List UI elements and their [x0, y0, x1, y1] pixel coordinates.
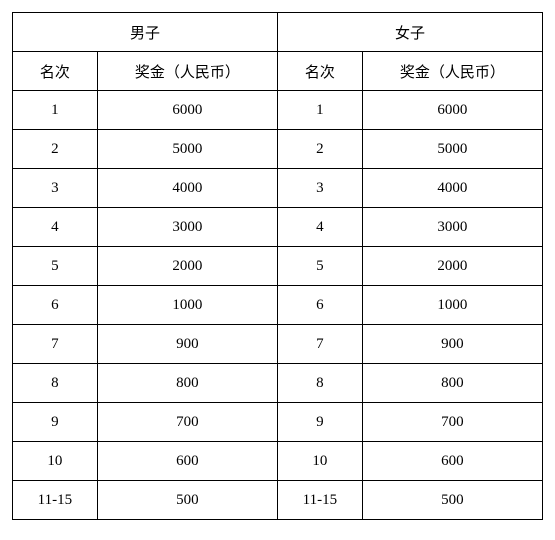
- men-rank-cell: 4: [13, 208, 98, 247]
- women-prize-cell: 600: [362, 442, 542, 481]
- women-rank-cell: 8: [277, 364, 362, 403]
- table-row: 2500025000: [13, 130, 543, 169]
- table-row: 4300043000: [13, 208, 543, 247]
- women-rank-cell: 10: [277, 442, 362, 481]
- women-prize-cell: 1000: [362, 286, 542, 325]
- table-body: 1600016000250002500034000340004300043000…: [13, 91, 543, 520]
- column-header-row: 名次 奖金（人民币） 名次 奖金（人民币）: [13, 52, 543, 91]
- men-rank-cell: 8: [13, 364, 98, 403]
- men-prize-cell: 2000: [97, 247, 277, 286]
- men-rank-cell: 7: [13, 325, 98, 364]
- men-group-header: 男子: [13, 13, 278, 52]
- women-rank-cell: 11-15: [277, 481, 362, 520]
- men-prize-cell: 600: [97, 442, 277, 481]
- men-prize-cell: 900: [97, 325, 277, 364]
- women-prize-cell: 800: [362, 364, 542, 403]
- table-row: 79007900: [13, 325, 543, 364]
- men-rank-cell: 6: [13, 286, 98, 325]
- women-rank-cell: 7: [277, 325, 362, 364]
- women-prize-cell: 500: [362, 481, 542, 520]
- men-rank-cell: 5: [13, 247, 98, 286]
- women-rank-cell: 3: [277, 169, 362, 208]
- men-prize-cell: 5000: [97, 130, 277, 169]
- women-rank-cell: 2: [277, 130, 362, 169]
- women-group-header: 女子: [277, 13, 542, 52]
- men-prize-cell: 6000: [97, 91, 277, 130]
- women-rank-cell: 4: [277, 208, 362, 247]
- table-row: 3400034000: [13, 169, 543, 208]
- table-row: 1060010600: [13, 442, 543, 481]
- men-rank-header: 名次: [13, 52, 98, 91]
- women-prize-cell: 700: [362, 403, 542, 442]
- women-prize-cell: 4000: [362, 169, 542, 208]
- women-rank-cell: 1: [277, 91, 362, 130]
- men-prize-cell: 4000: [97, 169, 277, 208]
- table-row: 88008800: [13, 364, 543, 403]
- men-rank-cell: 9: [13, 403, 98, 442]
- men-rank-cell: 10: [13, 442, 98, 481]
- women-rank-cell: 9: [277, 403, 362, 442]
- women-rank-cell: 6: [277, 286, 362, 325]
- women-prize-cell: 2000: [362, 247, 542, 286]
- women-rank-cell: 5: [277, 247, 362, 286]
- men-rank-cell: 3: [13, 169, 98, 208]
- women-prize-header: 奖金（人民币）: [362, 52, 542, 91]
- women-prize-cell: 900: [362, 325, 542, 364]
- men-prize-header: 奖金（人民币）: [97, 52, 277, 91]
- women-prize-cell: 6000: [362, 91, 542, 130]
- table-row: 1600016000: [13, 91, 543, 130]
- men-rank-cell: 1: [13, 91, 98, 130]
- table-row: 97009700: [13, 403, 543, 442]
- women-prize-cell: 5000: [362, 130, 542, 169]
- men-rank-cell: 2: [13, 130, 98, 169]
- group-header-row: 男子 女子: [13, 13, 543, 52]
- table-row: 5200052000: [13, 247, 543, 286]
- men-prize-cell: 3000: [97, 208, 277, 247]
- men-prize-cell: 800: [97, 364, 277, 403]
- men-prize-cell: 1000: [97, 286, 277, 325]
- men-prize-cell: 700: [97, 403, 277, 442]
- men-prize-cell: 500: [97, 481, 277, 520]
- prize-table: 男子 女子 名次 奖金（人民币） 名次 奖金（人民币） 160001600025…: [12, 12, 543, 520]
- table-row: 6100061000: [13, 286, 543, 325]
- women-rank-header: 名次: [277, 52, 362, 91]
- men-rank-cell: 11-15: [13, 481, 98, 520]
- table-row: 11-1550011-15500: [13, 481, 543, 520]
- women-prize-cell: 3000: [362, 208, 542, 247]
